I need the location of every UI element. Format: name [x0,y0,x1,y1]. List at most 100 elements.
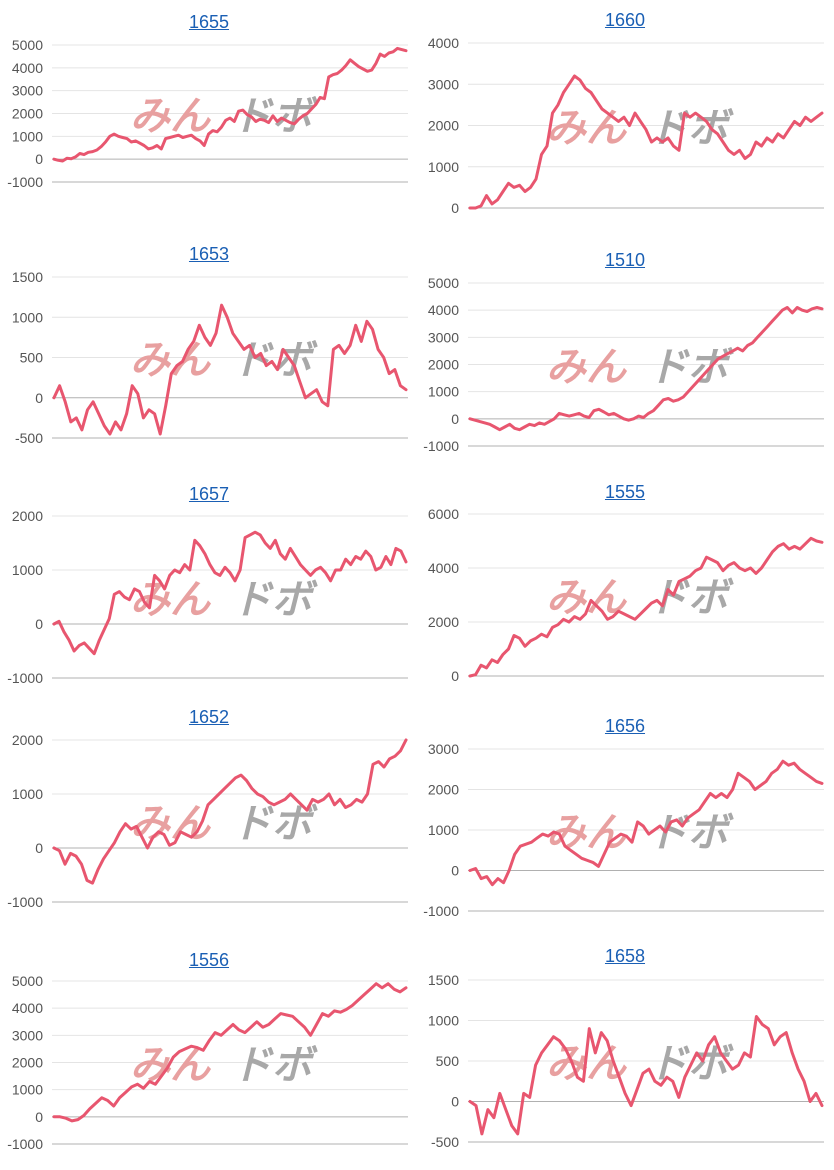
chart-svg: 4000 3000 2000 1000 0 みん ドボ [428,35,824,216]
y-tick-label: 0 [451,200,459,216]
y-tick-label: 2000 [12,106,43,122]
series-line [52,530,408,656]
y-tick-label: -1000 [7,894,43,910]
y-tick-label: 1000 [12,128,43,144]
y-tick-label: 0 [35,840,43,856]
y-tick-label: 4000 [12,60,43,76]
chart-panel-1660: 4000 3000 2000 1000 0 みん ドボ 1660 [416,0,834,232]
watermark-logo-left: みん [546,106,628,152]
y-tick-label: 2000 [428,782,459,798]
chart-title-link[interactable]: 1510 [604,250,646,270]
y-tick-label: -500 [15,430,43,446]
y-tick-label: 2000 [428,357,459,373]
y-tick-label: 1000 [428,384,459,400]
y-tick-label: 0 [451,863,459,879]
y-tick-label: 3000 [12,1027,43,1043]
y-tick-label: 3000 [12,83,43,99]
y-tick-label: 2000 [428,118,459,134]
y-tick-label: 1000 [12,786,43,802]
watermark-logo-right: ドボ [232,1043,318,1089]
watermark-logo-right: ドボ [648,106,734,152]
y-tick-label: 3000 [428,741,459,757]
y-tick-label: 5000 [12,973,43,989]
y-tick-label: 0 [451,668,459,684]
chart-svg: 5000 4000 3000 2000 1000 0 -1000 みん ドボ [7,973,408,1152]
chart-panel-1653: 1500 1000 500 0 -500 みん ドボ 1653 [0,232,418,464]
y-tick-label: 5000 [428,275,459,291]
watermark-logo-left: みん [130,94,212,140]
y-tick-label: 0 [35,1109,43,1125]
watermark-logo-right: ドボ [648,810,734,856]
chart-title-link[interactable]: 1656 [604,716,646,736]
y-tick-label: 1000 [12,309,43,325]
watermark-logo-right: ドボ [232,338,318,384]
y-tick-label: 6000 [428,506,459,522]
watermark-logo-left: みん [546,345,628,391]
chart-svg: 5000 4000 3000 2000 1000 0 -1000 みん ドボ [423,275,824,454]
y-tick-label: 1500 [428,972,459,988]
y-tick-label: 0 [451,411,459,427]
y-tick-label: -1000 [423,438,459,454]
y-tick-label: -1000 [7,1136,43,1152]
y-tick-label: -1000 [423,903,459,919]
y-tick-label: 1000 [428,159,459,175]
y-tick-label: 1000 [12,562,43,578]
y-tick-label: 1000 [428,1013,459,1029]
y-tick-label: 2000 [428,614,459,630]
chart-panel-1556: 5000 4000 3000 2000 1000 0 -1000 みん ドボ 1556 [0,938,418,1170]
chart-title-link[interactable]: 1657 [188,484,230,504]
chart-panel-1510: 5000 4000 3000 2000 1000 0 -1000 みん ドボ 1510 [416,238,834,470]
y-tick-label: 4000 [428,302,459,318]
y-tick-label: 1000 [12,1082,43,1098]
watermark-logo-right: ドボ [232,577,318,623]
chart-title-link[interactable]: 1658 [604,946,646,966]
y-tick-label: 4000 [428,560,459,576]
y-tick-label: 1500 [12,269,43,285]
series-line [52,738,408,885]
y-tick-label: 2000 [12,508,43,524]
chart-title-link[interactable]: 1655 [188,12,230,32]
y-tick-label: 2000 [12,732,43,748]
chart-title-link[interactable]: 1660 [604,10,646,30]
y-tick-label: 0 [35,390,43,406]
y-tick-label: -500 [431,1134,459,1150]
y-tick-label: 5000 [12,37,43,53]
series-line [468,74,824,210]
chart-title-link[interactable]: 1653 [188,244,230,264]
chart-panel-1656: 3000 2000 1000 0 -1000 みん ドボ 1656 [416,704,834,936]
chart-panel-1657: 2000 1000 0 -1000 みん ドボ 1657 [0,472,418,704]
watermark-logo-right: ドボ [648,345,734,391]
watermark-logo-left: みん [130,1043,212,1089]
y-tick-label: 3000 [428,329,459,345]
y-tick-label: 0 [35,151,43,167]
chart-panel-1655: 5000 4000 3000 2000 1000 0 -1000 みん ドボ 1655 [0,0,418,232]
watermark-logo-right: ドボ [648,575,734,621]
y-tick-label: 1000 [428,822,459,838]
y-tick-label: -1000 [7,670,43,686]
chart-panel-1658: 1500 1000 500 0 -500 みん ドボ 1658 [416,936,834,1168]
y-tick-label: 0 [35,616,43,632]
chart-title-link[interactable]: 1555 [604,482,646,502]
y-tick-label: 0 [451,1094,459,1110]
series-line [468,759,824,887]
chart-panel-1555: 6000 4000 2000 0 みん ドボ 1555 [416,470,834,702]
y-tick-label: 4000 [12,1000,43,1016]
y-tick-label: 4000 [428,35,459,51]
chart-title-link[interactable]: 1652 [188,707,230,727]
series-line [468,536,824,678]
series-line [52,46,408,163]
y-tick-label: 3000 [428,76,459,92]
y-tick-label: 500 [436,1053,460,1069]
y-tick-label: 500 [20,350,44,366]
y-tick-label: 2000 [12,1055,43,1071]
chart-title-link[interactable]: 1556 [188,950,230,970]
y-tick-label: -1000 [7,174,43,190]
series-line [52,982,408,1123]
